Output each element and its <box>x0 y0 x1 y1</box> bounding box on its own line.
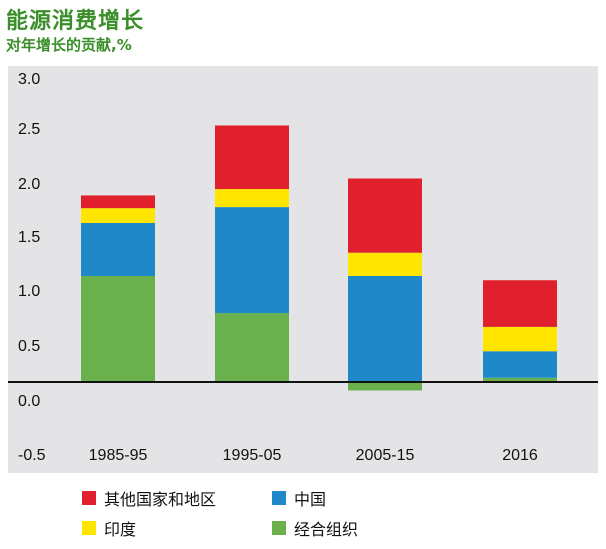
bar-segment <box>483 280 557 327</box>
y-tick-label: 2.0 <box>18 176 40 193</box>
legend-label: 其他国家和地区 <box>104 490 217 509</box>
x-tick-label: 2016 <box>502 447 538 464</box>
legend-item: 经合组织 <box>272 516 452 540</box>
bar-segment <box>348 178 422 253</box>
y-tick-label: -0.5 <box>18 447 46 464</box>
bar-segment <box>81 208 155 223</box>
legend-swatch <box>272 521 286 535</box>
y-tick-label: 2.5 <box>18 121 40 138</box>
legend-label: 印度 <box>104 520 137 539</box>
legend: 其他国家和地区 中国印度 经合组织 <box>82 486 452 540</box>
bar-segment <box>215 313 289 382</box>
y-tick-label: 3.0 <box>18 71 40 88</box>
y-tick-label: 1.5 <box>18 229 40 246</box>
x-tick-label: 2005-15 <box>356 447 415 464</box>
legend-label: 中国 <box>294 490 327 509</box>
y-tick-label: 0.5 <box>18 338 40 355</box>
legend-swatch <box>82 491 96 505</box>
bar-segment <box>81 195 155 209</box>
legend-swatch <box>82 521 96 535</box>
bar-segment <box>348 252 422 276</box>
bar-segment <box>81 276 155 382</box>
bar-segment <box>215 125 289 190</box>
x-tick-label: 1985-95 <box>89 447 148 464</box>
legend-item: 其他国家和地区 <box>82 486 272 510</box>
chart-title: 能源消费增长 <box>6 9 145 34</box>
bar-segment <box>81 223 155 276</box>
bar-segment <box>483 351 557 378</box>
bar-segment <box>483 326 557 352</box>
legend-item: 印度 <box>82 516 272 540</box>
chart-subtitle: 对年增长的贡献,% <box>6 36 132 54</box>
bar-segment <box>348 276 422 382</box>
y-tick-label: 0.0 <box>18 393 40 410</box>
bar-segment <box>215 207 289 314</box>
legend-swatch <box>272 491 286 505</box>
bar-segment <box>348 382 422 391</box>
y-tick-label: 1.0 <box>18 283 40 300</box>
bar-segment <box>483 377 557 382</box>
legend-label: 经合组织 <box>294 520 359 539</box>
x-tick-label: 1995-05 <box>223 447 282 464</box>
legend-item: 中国 <box>272 486 452 510</box>
bar-segment <box>215 189 289 208</box>
